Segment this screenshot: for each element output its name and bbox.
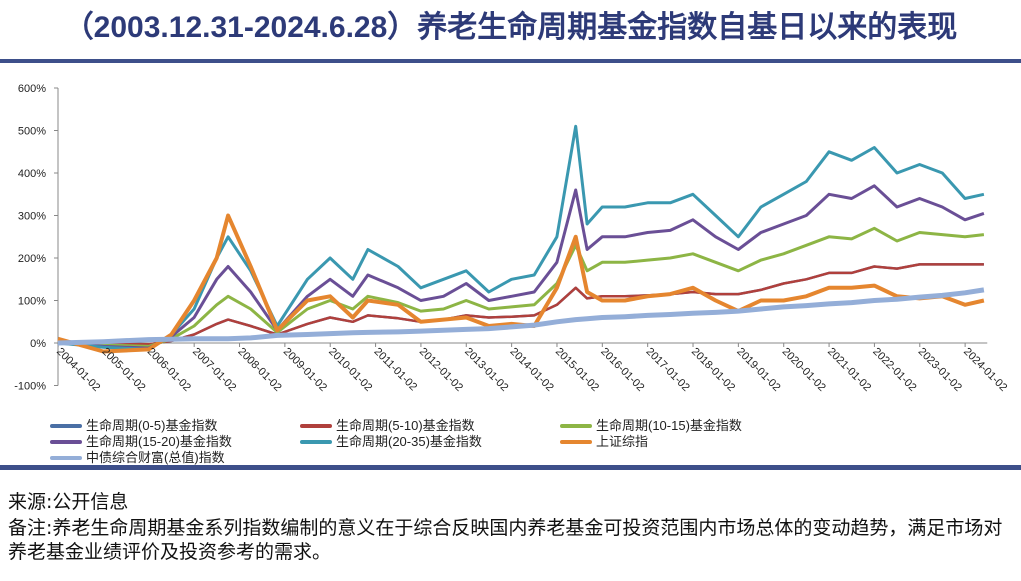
legend-label: 上证综指 [596,434,649,449]
x-tick-label: 2017-01-02 [644,346,692,394]
y-tick-label: 100% [18,296,46,308]
x-tick-label: 2012-01-02 [417,346,465,394]
source-text: 来源:公开信息 [8,491,129,513]
x-tick-label: 2006-01-02 [145,346,193,394]
line-chart: -100% 0% 100% 200% 300% 400% 500% 600% 2004-01-0… [14,83,1009,394]
x-tick-label: 2010-01-02 [326,346,374,394]
y-tick-label: 0% [30,338,46,350]
legend-swatch [300,439,332,444]
legend-item: 生命周期(15-20)基金指数 [50,434,232,449]
x-tick-label: 2005-01-02 [99,346,147,394]
legend-item: 生命周期(5-10)基金指数 [300,418,475,433]
x-tick-label: 2014-01-02 [508,346,556,394]
y-tick-label: 400% [18,168,46,180]
legend-label: 生命周期(0-5)基金指数 [86,418,218,433]
legend-label: 中债综合财富(总值)指数 [86,450,225,465]
x-tick-label: 2021-01-02 [825,346,873,394]
x-tick-label: 2011-01-02 [371,346,419,394]
legend-item: 生命周期(0-5)基金指数 [50,418,217,433]
x-tick-label: 2018-01-02 [689,346,737,394]
page-title: （2003.12.31-2024.6.28）养老生命周期基金指数自基日以来的表现 [63,11,958,44]
series-line-3 [57,184,985,350]
x-tick-label: 2016-01-02 [598,346,646,394]
y-tick-label: 200% [18,253,46,265]
legend-label: 生命周期(20-35)基金指数 [336,434,482,449]
legend-swatch [50,455,82,460]
y-tick-label: 300% [18,211,46,223]
tick-labels: -100% 0% 100% 200% 300% 400% 500% 600% 2004-01-0… [14,83,1009,394]
x-tick-label: 2013-01-02 [462,346,510,394]
y-tick-label: -100% [14,381,46,393]
x-tick-label: 2015-01-02 [553,346,601,394]
series-lines [57,124,985,354]
legend-swatch [50,423,82,428]
title-divider [0,59,1021,63]
legend-swatch [560,423,592,428]
legend-swatch [50,439,82,444]
series-line-6 [57,287,985,346]
legend-label: 生命周期(10-15)基金指数 [596,418,742,433]
y-tick-label: 600% [18,83,46,95]
footer-divider [0,465,1021,470]
series-line-1 [57,263,984,346]
x-tick-label: 2007-01-02 [190,346,238,394]
x-tick-label: 2024-01-02 [961,346,1009,394]
x-tick-label: 2004-01-02 [54,346,102,394]
legend-item: 中债综合财富(总值)指数 [50,450,225,465]
legend-label: 生命周期(5-10)基金指数 [336,418,475,433]
x-tick-label: 2019-01-02 [734,346,782,394]
x-tick-label: 2020-01-02 [780,346,828,394]
legend-item: 生命周期(20-35)基金指数 [300,434,482,449]
legend-item: 上证综指 [560,434,648,449]
legend-label: 生命周期(15-20)基金指数 [86,434,232,449]
x-tick-label: 2022-01-02 [870,346,918,394]
x-tick-label: 2023-01-02 [916,346,964,394]
series-line-4 [57,124,985,351]
y-tick-label: 500% [18,126,46,138]
note-text: 备注:养老生命周期基金系列指数编制的意义在于综合反映国内养老基金可投资范围内市场… [8,517,1003,563]
x-tick-label: 2009-01-02 [281,346,329,394]
x-tick-label: 2008-01-02 [235,346,283,394]
legend-item: 生命周期(10-15)基金指数 [560,418,742,433]
series-line-5 [57,213,985,354]
legend-swatch [560,439,592,444]
legend-swatch [300,423,332,428]
